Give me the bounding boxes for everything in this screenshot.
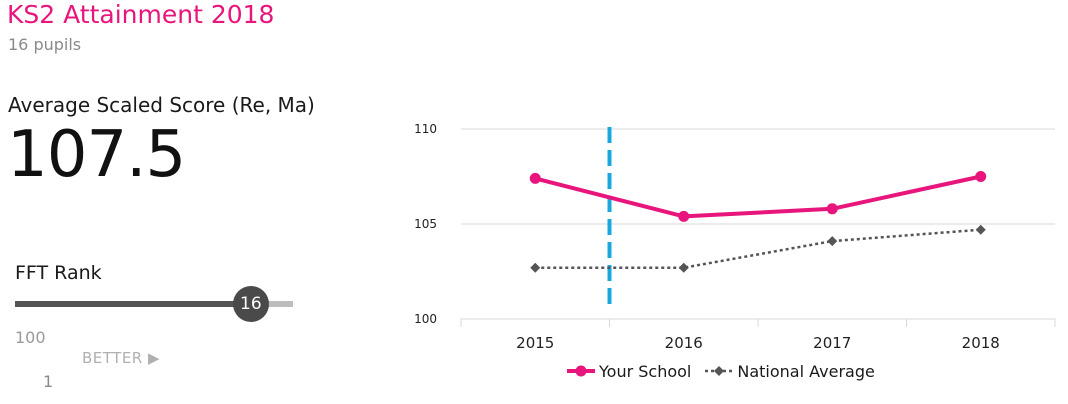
rank-slider-track: [15, 301, 293, 307]
x-tick-label: 2015: [516, 334, 554, 352]
y-tick-label: 100: [414, 312, 437, 326]
rank-slider-fill: [15, 301, 251, 307]
legend-circle-marker-icon: [567, 365, 595, 377]
legend-label: National Average: [737, 361, 875, 381]
chart-legend: Your School National Average: [567, 360, 889, 382]
series-line-your-school: [534, 174, 982, 219]
y-tick-label: 110: [414, 122, 437, 136]
rank-slider-knob: 16: [232, 286, 269, 322]
data-point-national-average: [827, 236, 838, 247]
data-point-your-school: [975, 171, 987, 182]
legend-diamond-marker-icon: [705, 366, 734, 376]
metric-label: Average Scaled Score (Re, Ma): [8, 93, 315, 117]
pupil-count: 16 pupils: [8, 35, 82, 54]
page-title: KS2 Attainment 2018: [7, 0, 275, 29]
data-point-your-school: [529, 172, 541, 184]
x-tick-label: 2017: [813, 334, 851, 352]
rank-scale-min: 100: [15, 328, 46, 347]
data-point-your-school: [826, 203, 838, 215]
legend-label: Your School: [599, 361, 692, 381]
data-point-your-school: [678, 210, 690, 222]
rank-scale-max: 1: [43, 372, 54, 391]
x-tick-label: 2018: [962, 334, 1000, 352]
legend-item: Your School: [567, 362, 691, 381]
data-point-national-average: [530, 262, 541, 273]
rank-label: FFT Rank: [15, 262, 102, 284]
legend-item: National Average: [705, 361, 875, 381]
data-point-national-average: [678, 262, 689, 273]
series-line-national-average: [535, 228, 981, 269]
x-tick-label: 2016: [665, 334, 703, 352]
y-tick-label: 105: [414, 217, 437, 231]
metric-value: 107.5: [7, 118, 186, 192]
data-point-national-average: [975, 224, 986, 235]
rank-direction-label: BETTER ▶: [82, 349, 161, 367]
